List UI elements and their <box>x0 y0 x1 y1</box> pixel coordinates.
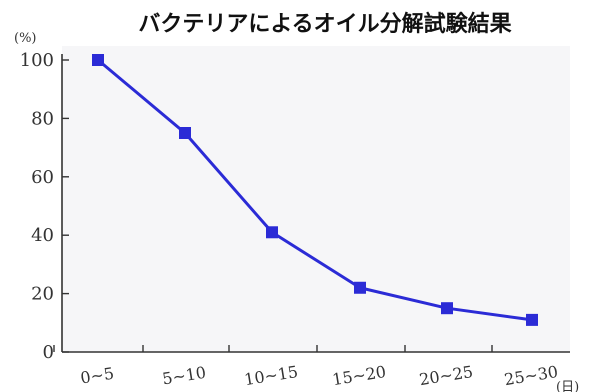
x-tick-label: 0~5 <box>79 364 115 388</box>
data-point <box>354 281 366 294</box>
data-point <box>526 313 538 326</box>
x-axis-unit-label: (日) <box>556 380 579 392</box>
y-axis-ticks: 0 20 40 60 80 100 <box>20 50 69 363</box>
y-tick-label: 60 <box>31 167 54 188</box>
x-tick-label: 10~15 <box>243 362 299 389</box>
x-tick-label: 25~30 <box>503 362 559 389</box>
y-tick-label: 20 <box>31 284 54 305</box>
y-tick-label: 80 <box>31 108 54 129</box>
series-layer <box>92 54 538 326</box>
y-axis-unit-label: (%) <box>14 31 37 46</box>
x-tick-label: 5~10 <box>161 363 207 389</box>
data-point <box>92 54 104 66</box>
series-line <box>97 58 533 322</box>
data-point <box>179 127 191 139</box>
y-tick-label: 100 <box>20 50 54 71</box>
data-point <box>441 302 453 315</box>
x-tick-label: 15~20 <box>331 362 387 389</box>
chart-title: バクテリアによるオイル分解試験結果 <box>138 11 511 37</box>
plot-area <box>62 46 570 352</box>
y-tick-label: 0 <box>43 342 54 363</box>
y-tick-label: 40 <box>31 225 54 246</box>
x-tick-label: 20~25 <box>418 362 474 389</box>
data-point <box>266 226 278 239</box>
